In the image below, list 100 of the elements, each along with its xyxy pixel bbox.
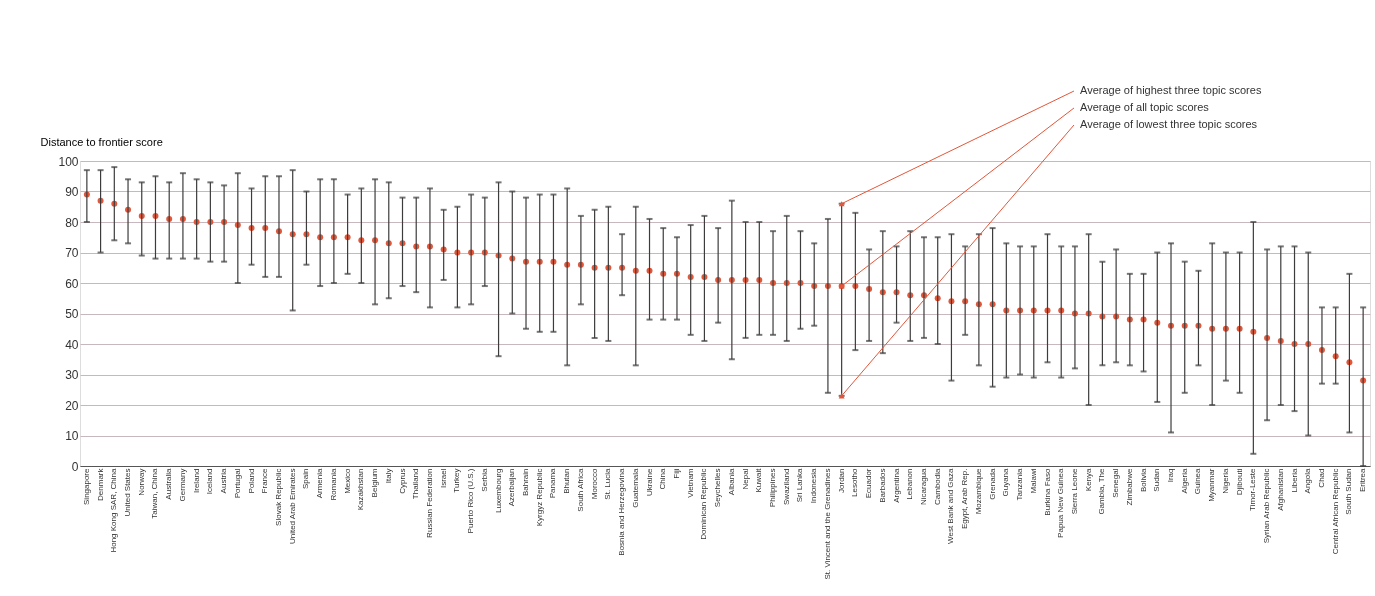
- x-tick-label: Kenya: [1083, 467, 1093, 492]
- x-tick-label: Bolivia: [1138, 467, 1148, 493]
- x-tick-label: Thailand: [411, 468, 421, 500]
- x-tick-label: Azerbaijan: [507, 468, 517, 507]
- x-tick-label: Nigeria: [1220, 467, 1230, 494]
- x-tick-label: Sri Lanka: [795, 467, 805, 503]
- x-tick-label: Italy: [383, 468, 393, 484]
- x-tick-label: Austria: [219, 467, 229, 494]
- x-tick-label: Mozambique: [973, 467, 983, 515]
- x-tick-label: Nicaragua: [918, 467, 928, 505]
- x-tick-label: Senegal: [1111, 468, 1121, 498]
- y-tick-label: 70: [65, 246, 79, 260]
- y-tick-label: 60: [65, 276, 79, 291]
- x-tick-label: Eritrea: [1358, 467, 1368, 493]
- annotation: Average of lowest three topic scores: [1080, 118, 1258, 130]
- x-tick-label: Spain: [301, 468, 311, 489]
- x-tick-label: Bosnia and Herzegovina: [617, 467, 627, 556]
- x-tick-label: Sudan: [1152, 468, 1162, 492]
- x-tick-label: Guatemala: [630, 467, 640, 508]
- y-tick-label: 40: [65, 337, 79, 352]
- x-tick-label: Germany: [177, 468, 187, 502]
- y-tick-label: 10: [65, 429, 79, 443]
- y-tick-label: 50: [65, 307, 79, 321]
- x-tick-label: Djibouti: [1234, 468, 1244, 496]
- x-tick-label: Morocco: [589, 467, 599, 500]
- x-tick-label: Taiwan, China: [150, 467, 160, 519]
- x-tick-label: United Arab Emirates: [287, 468, 297, 545]
- x-tick-label: Malawi: [1028, 468, 1038, 494]
- x-tick-label: Luxembourg: [493, 468, 503, 513]
- y-tick-label: 20: [65, 398, 79, 413]
- x-tick-label: Nepal: [740, 468, 750, 490]
- x-tick-label: Bhutan: [562, 468, 572, 494]
- x-tick-label: Timor-Leste: [1248, 467, 1258, 511]
- x-tick-label: Egypt, Arab Rep.: [960, 468, 970, 529]
- x-tick-label: Israel: [438, 468, 448, 489]
- x-tick-label: Philippines: [768, 468, 778, 508]
- x-tick-label: Puerto Rico (U.S.): [466, 468, 476, 534]
- x-tick-label: Ukraine: [644, 467, 654, 497]
- x-tick-label: Norway: [136, 468, 146, 496]
- x-tick-label: Ecuador: [864, 468, 874, 499]
- x-tick-label: Singapore: [81, 467, 91, 505]
- x-tick-label: Iraq: [1166, 468, 1176, 483]
- y-tick-label: 80: [65, 215, 79, 230]
- x-tick-label: Barbados: [877, 468, 887, 503]
- x-tick-label: Chad: [1316, 468, 1326, 488]
- y-tick-label: 90: [65, 185, 79, 199]
- x-tick-label: Ireland: [191, 468, 201, 493]
- x-tick-label: Mexico: [342, 467, 352, 494]
- x-tick-label: Liberia: [1289, 467, 1299, 493]
- x-tick-label: West Bank and Gaza: [946, 467, 956, 544]
- x-tick-label: Argentina: [891, 467, 901, 503]
- x-tick-label: Armenia: [315, 467, 325, 499]
- x-tick-label: Vietnam: [685, 468, 695, 498]
- x-tick-label: South Africa: [575, 467, 585, 512]
- x-tick-label: South Sudan: [1344, 468, 1354, 515]
- x-tick-label: Fiji: [671, 468, 681, 479]
- x-tick-label: Australia: [164, 467, 174, 500]
- x-tick-label: Sierra Leone: [1069, 467, 1079, 515]
- y-tick-label: 100: [58, 154, 79, 169]
- x-tick-label: Guinea: [1193, 467, 1203, 495]
- x-tick-label: Lesotho: [850, 467, 860, 497]
- x-tick-label: Angola: [1303, 467, 1313, 494]
- x-tick-label: Lebanon: [905, 468, 915, 500]
- x-tick-label: Poland: [246, 468, 256, 494]
- y-tick-label: 30: [65, 368, 79, 382]
- x-tick-label: Algeria: [1179, 467, 1189, 494]
- x-tick-label: Swaziland: [781, 468, 791, 505]
- x-tick-label: Portugal: [232, 468, 242, 499]
- x-tick-label: Grenada: [987, 467, 997, 500]
- x-tick-label: Burkina Faso: [1042, 467, 1052, 516]
- x-tick-label: Papua New Guinea: [1056, 467, 1066, 538]
- x-tick-label: Iceland: [205, 468, 215, 495]
- annotation: Average of highest three topic scores: [1080, 84, 1262, 96]
- x-tick-label: Russian Federation: [424, 468, 434, 538]
- x-tick-label: Bahrain: [521, 468, 531, 497]
- x-tick-label: Dominican Republic: [699, 468, 709, 540]
- x-tick-label: Gambia, The: [1097, 467, 1107, 515]
- x-tick-label: Indonesia: [809, 467, 819, 504]
- x-tick-label: Turkey: [452, 468, 462, 493]
- x-tick-label: Syrian Arab Republic: [1262, 468, 1272, 544]
- x-tick-label: Central African Republic: [1330, 468, 1340, 555]
- x-tick-label: St. Lucia: [603, 467, 613, 500]
- x-tick-label: Panama: [548, 467, 558, 499]
- y-axis-title: Distance to frontier score: [40, 135, 163, 148]
- x-tick-label: Hong Kong SAR, China: [109, 467, 119, 553]
- x-tick-label: United States: [123, 468, 133, 517]
- x-tick-label: Denmark: [95, 467, 105, 501]
- x-tick-label: Zimbabwe: [1124, 467, 1134, 506]
- x-tick-label: Kuwait: [754, 467, 764, 493]
- x-tick-label: Myanmar: [1207, 468, 1217, 502]
- x-tick-label: Kyrgyz Republic: [534, 468, 544, 527]
- x-tick-label: China: [658, 467, 668, 490]
- x-tick-label: Cyprus: [397, 468, 407, 494]
- y-tick-label: 0: [71, 459, 79, 474]
- x-tick-label: Kazakhstan: [356, 468, 366, 511]
- x-tick-label: Romania: [328, 467, 338, 501]
- x-tick-label: Guyana: [1001, 467, 1011, 497]
- annotation: Average of all topic scores: [1080, 101, 1210, 113]
- x-tick-label: Belgium: [370, 468, 380, 498]
- x-tick-label: Albania: [726, 467, 736, 496]
